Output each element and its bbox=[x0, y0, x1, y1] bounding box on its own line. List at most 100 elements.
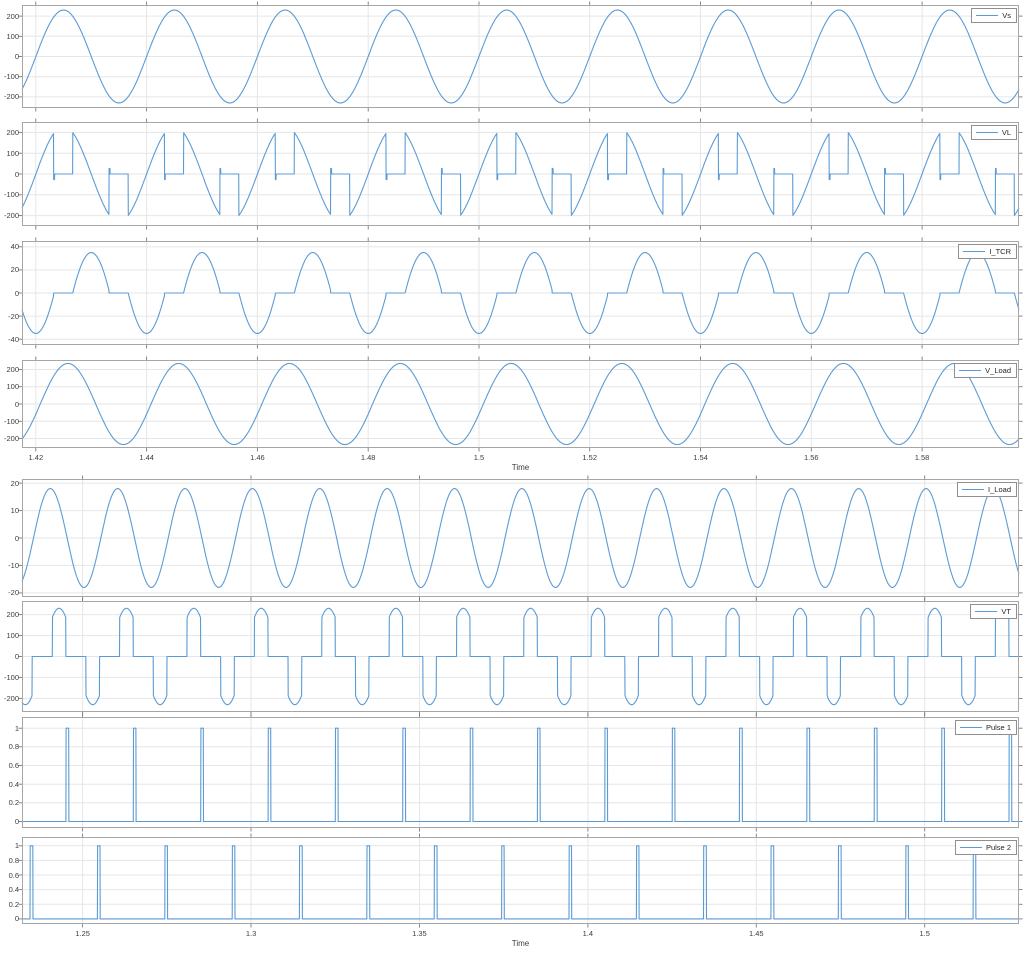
legend-line-sample bbox=[959, 727, 982, 728]
waveform-line bbox=[21, 9, 1020, 104]
y-tick-label: 200 bbox=[6, 127, 19, 137]
legend-label: Pulse 1 bbox=[985, 723, 1011, 732]
y-tick-label: 100 bbox=[6, 631, 19, 641]
y-tick-label: 200 bbox=[6, 11, 19, 21]
legend-vt[interactable]: VT bbox=[970, 604, 1017, 619]
y-tick-label: 100 bbox=[6, 382, 19, 392]
plot-canvas-pulse-1[interactable] bbox=[18, 713, 1023, 832]
x-tick-label: 1.25 bbox=[75, 929, 90, 938]
x-axis-title: Time bbox=[511, 463, 530, 472]
plot-canvas-vs[interactable] bbox=[18, 1, 1023, 112]
y-tick-label: -10 bbox=[8, 560, 19, 570]
y-tick-label: 100 bbox=[6, 31, 19, 41]
legend-pulse-2[interactable]: Pulse 2 bbox=[954, 840, 1017, 855]
axes-box bbox=[22, 479, 1019, 597]
legend-pulse-1[interactable]: Pulse 1 bbox=[954, 720, 1017, 735]
y-tick-label: -100 bbox=[3, 672, 19, 682]
legend-v-load[interactable]: V_Load bbox=[954, 363, 1017, 378]
x-tick-label: 1.42 bbox=[28, 453, 44, 462]
y-tick-label: -20 bbox=[8, 311, 19, 321]
x-tick-label: 1.5 bbox=[473, 453, 485, 462]
y-tick-label: -100 bbox=[3, 416, 19, 426]
legend-line-sample bbox=[975, 611, 998, 612]
y-tick-label: 0 bbox=[14, 914, 19, 924]
y-tick-label: 100 bbox=[6, 148, 19, 158]
y-tick-label: -200 bbox=[3, 434, 19, 443]
axes-box bbox=[22, 241, 1019, 345]
axes-box bbox=[22, 5, 1019, 108]
plot-canvas-i-load[interactable] bbox=[18, 475, 1023, 601]
plot-canvas-pulse-2[interactable] bbox=[18, 833, 1023, 928]
legend-line-sample bbox=[963, 251, 986, 252]
x-tick-label: 1.48 bbox=[360, 453, 376, 462]
x-tick-label: 1.35 bbox=[412, 929, 427, 938]
legend-label: I_TCR bbox=[989, 247, 1011, 256]
y-tick-label: 20 bbox=[10, 265, 19, 275]
axes-box bbox=[22, 601, 1019, 712]
plot-canvas-v-load[interactable] bbox=[18, 356, 1023, 452]
y-tick-label: 0.8 bbox=[8, 855, 19, 865]
y-tick-label: -100 bbox=[3, 72, 19, 82]
legend-line-sample bbox=[959, 370, 982, 371]
legend-label: VL bbox=[1001, 128, 1011, 137]
y-tick-label: -200 bbox=[3, 211, 19, 221]
waveform-line bbox=[21, 488, 1020, 588]
x-tick-label: 1.44 bbox=[139, 453, 154, 462]
x-tick-label: 1.54 bbox=[693, 453, 708, 462]
plot-canvas-vl[interactable] bbox=[18, 118, 1023, 230]
y-tick-label: 200 bbox=[6, 364, 19, 374]
y-tick-label: 0.6 bbox=[8, 870, 19, 880]
axes-box bbox=[22, 122, 1019, 226]
y-tick-label: 0.2 bbox=[8, 899, 19, 909]
y-tick-label: 0 bbox=[14, 533, 19, 543]
legend-vl[interactable]: VL bbox=[970, 125, 1017, 140]
y-tick-label: -100 bbox=[3, 190, 19, 200]
y-tick-label: 0 bbox=[14, 652, 19, 661]
y-tick-label: 20 bbox=[10, 478, 19, 488]
legend-label: VT bbox=[1001, 607, 1011, 616]
y-tick-label: 0 bbox=[14, 816, 19, 826]
x-tick-label: 1.45 bbox=[748, 929, 764, 938]
y-tick-label: 40 bbox=[10, 242, 19, 252]
legend-label: I_Load bbox=[988, 485, 1011, 494]
plot-canvas-vt[interactable] bbox=[18, 597, 1023, 716]
waveform-line bbox=[21, 362, 1020, 446]
waveform-line bbox=[21, 132, 1020, 216]
y-tick-label: -20 bbox=[8, 588, 19, 598]
y-tick-label: -200 bbox=[3, 92, 19, 102]
x-tick-label: 1.56 bbox=[803, 453, 819, 462]
axes-box bbox=[22, 717, 1019, 828]
x-tick-label: 1.4 bbox=[582, 929, 594, 938]
legend-label: Vs bbox=[1002, 11, 1011, 20]
legend-vs[interactable]: Vs bbox=[971, 8, 1017, 23]
y-tick-label: -200 bbox=[3, 693, 19, 703]
legend-label: Pulse 2 bbox=[985, 843, 1011, 852]
waveform-line bbox=[21, 845, 1020, 920]
x-tick-label: 1.5 bbox=[919, 929, 930, 938]
y-tick-label: 0.8 bbox=[8, 742, 19, 752]
x-tick-label: 1.46 bbox=[250, 453, 265, 462]
y-tick-label: 200 bbox=[6, 610, 19, 620]
x-tick-label: 1.3 bbox=[245, 929, 257, 938]
y-tick-label: 0.2 bbox=[8, 798, 19, 808]
y-tick-label: 1 bbox=[14, 723, 19, 733]
x-tick-label: 1.52 bbox=[582, 453, 598, 462]
legend-i-load[interactable]: I_Load bbox=[957, 482, 1017, 497]
plot-canvas-i-tcr[interactable] bbox=[18, 237, 1023, 349]
y-tick-label: 0.4 bbox=[8, 885, 19, 895]
legend-line-sample bbox=[962, 489, 985, 490]
legend-line-sample bbox=[975, 132, 998, 133]
legend-line-sample bbox=[959, 847, 982, 848]
axes-box bbox=[22, 360, 1019, 448]
legend-label: V_Load bbox=[985, 366, 1011, 375]
y-tick-label: 0.6 bbox=[8, 761, 19, 770]
legend-i-tcr[interactable]: I_TCR bbox=[958, 244, 1017, 259]
y-tick-label: 0 bbox=[14, 288, 19, 298]
y-tick-label: -40 bbox=[8, 334, 19, 344]
y-tick-label: 0 bbox=[14, 169, 19, 179]
y-tick-label: 10 bbox=[10, 506, 19, 516]
y-tick-label: 0 bbox=[14, 399, 19, 409]
legend-line-sample bbox=[976, 15, 999, 16]
y-tick-label: 1 bbox=[14, 841, 19, 851]
